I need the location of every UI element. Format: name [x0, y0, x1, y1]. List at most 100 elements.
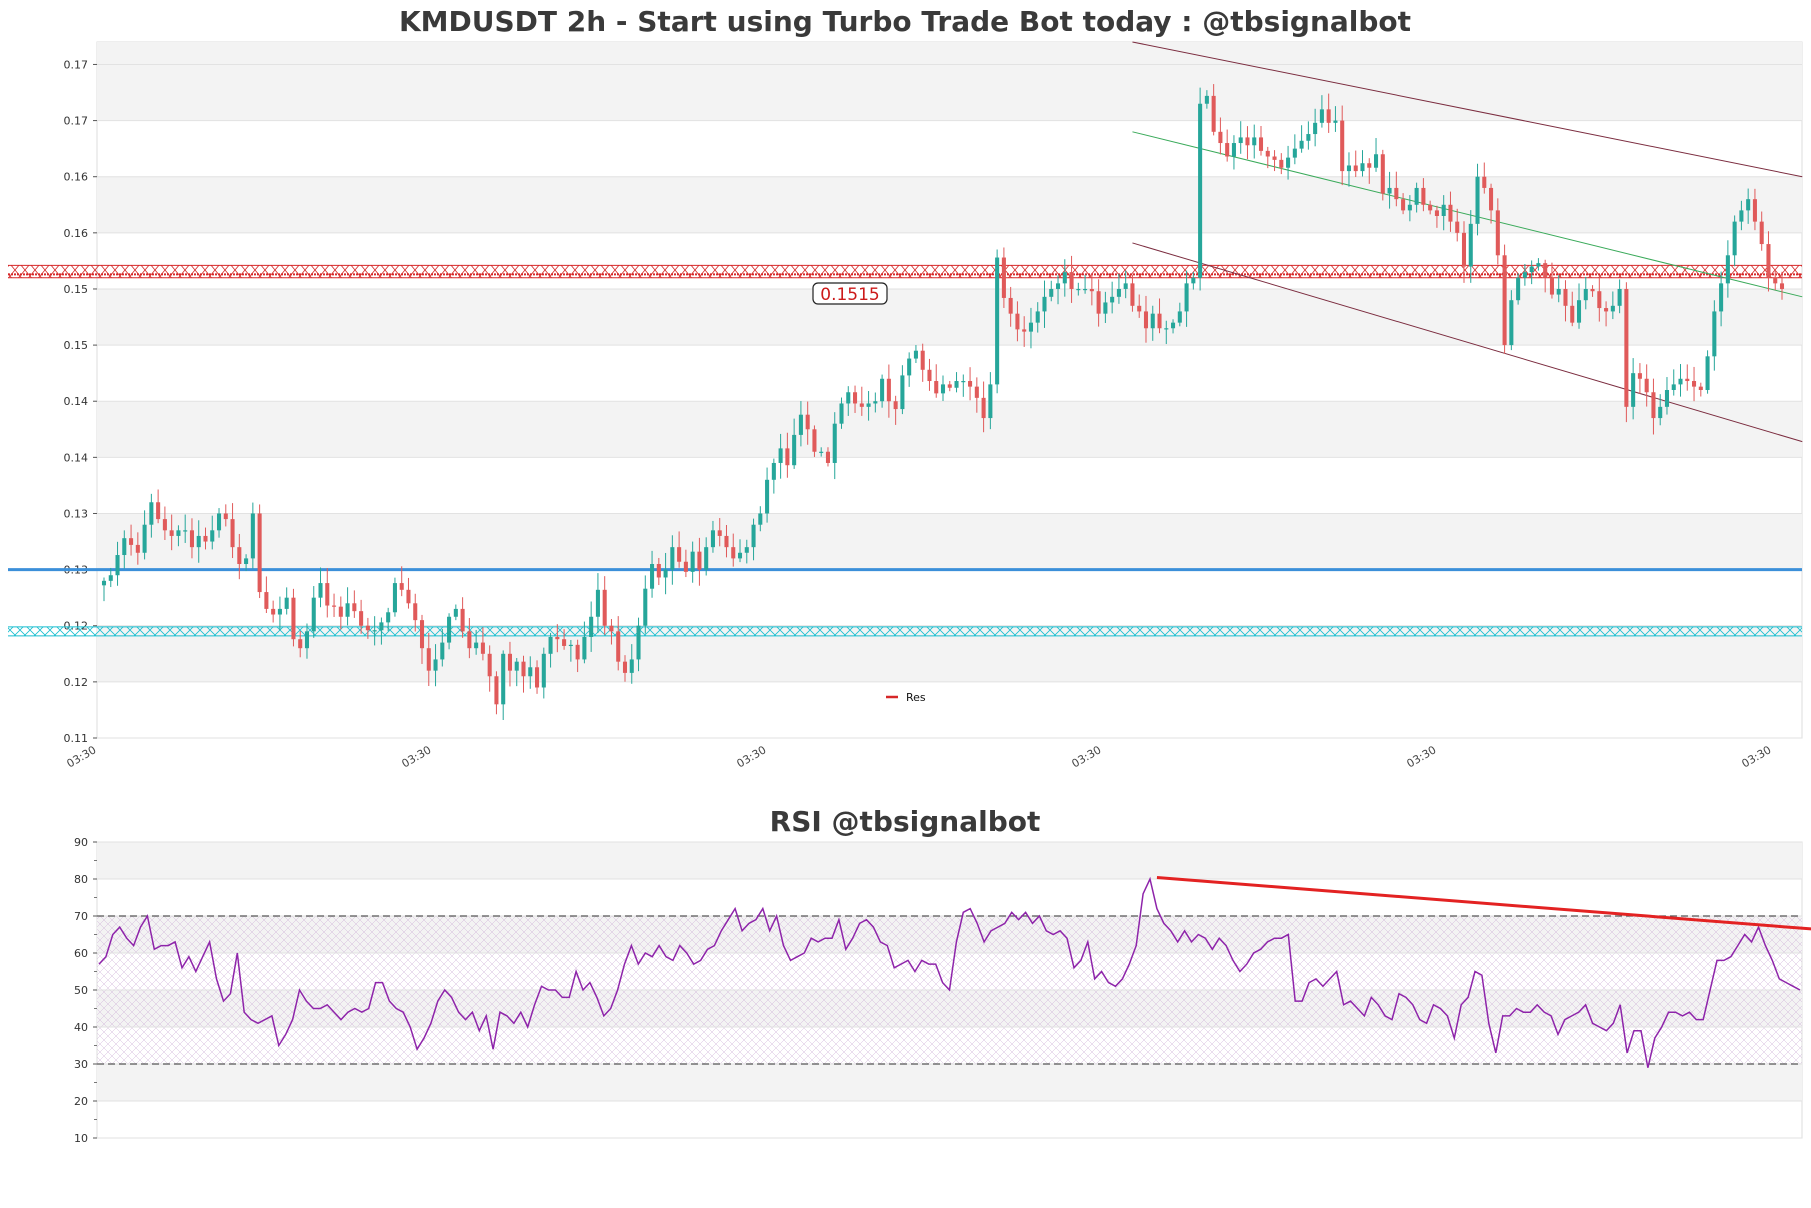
rsi-y-tick-label: 70 [74, 910, 88, 923]
price-y-tick-label: 0.11 [64, 732, 89, 745]
candle-body-up [311, 597, 316, 632]
candle-body-up [1739, 210, 1744, 222]
candle-body-up [1719, 283, 1724, 312]
candle-body-up [995, 257, 1000, 385]
rsi-y-tick-label: 30 [74, 1058, 88, 1071]
price-y-tick-label: 0.17 [64, 115, 89, 128]
candle-body-up [183, 530, 188, 532]
candle-body-up [453, 608, 458, 617]
price-levels [8, 264, 1802, 637]
price-y-tick-label: 0.14 [64, 395, 89, 408]
candle-body-up [392, 583, 397, 613]
candle-body-up [122, 538, 127, 556]
candle-body-up [1306, 134, 1311, 141]
price-y-tick-label: 0.16 [64, 227, 89, 240]
candle-body-up [386, 612, 391, 623]
candle-body-down [785, 448, 790, 466]
candle-body-down [521, 661, 526, 677]
rsi-y-tick-label: 20 [74, 1095, 88, 1108]
candle-body-up [710, 530, 715, 548]
candle-body-down [338, 606, 343, 617]
candle-body-up [954, 381, 959, 388]
candle-body-down [616, 631, 621, 662]
candle-body-up [940, 384, 946, 394]
candle-body-down [1428, 204, 1433, 211]
candle-body-down [271, 608, 276, 615]
candle-body-up [304, 631, 310, 649]
candle-body-up [1658, 406, 1663, 419]
candle-body-up [101, 580, 107, 586]
candle-body-up [1028, 322, 1033, 332]
price-band [97, 288, 1802, 346]
candle-body-down [555, 636, 560, 640]
candle-body-down [1455, 221, 1460, 233]
candle-body-up [318, 583, 323, 598]
candle-body-down [1069, 272, 1074, 289]
candle-body-down [1759, 221, 1764, 245]
candle-body-up [832, 423, 837, 463]
candle-body-up [1414, 187, 1419, 205]
candle-body-up [1468, 223, 1473, 267]
candle-body-up [589, 616, 594, 637]
trend-midline [1132, 131, 1803, 298]
candle-body-up [1231, 143, 1236, 157]
candle-body-up [1083, 288, 1088, 291]
candle-body-up [629, 659, 634, 673]
rsi-series-line [98, 876, 1801, 1068]
candle-body-down [1326, 109, 1331, 123]
candle-body-down [1225, 143, 1230, 157]
candle-body-up [568, 644, 573, 647]
candle-body-down [1549, 277, 1554, 295]
candle-body-down [413, 603, 418, 621]
candle-body-up [771, 462, 776, 480]
candle-body-up [582, 636, 587, 660]
rsi-y-tick-label: 10 [74, 1132, 88, 1145]
candle-body-up [765, 479, 770, 514]
candle-body-up [1583, 288, 1588, 301]
candle-body-up [913, 350, 918, 359]
candle-body-up [1374, 154, 1379, 168]
candle-body-down [189, 530, 194, 548]
candle-body-down [1380, 154, 1385, 194]
candle-body-up [250, 513, 255, 559]
candle-body-down [1258, 137, 1264, 151]
candle-body-down [562, 639, 567, 646]
candle-body-up [548, 636, 553, 654]
candle-body-up [1177, 311, 1182, 323]
candle-body-down [135, 544, 140, 553]
candle-body-up [670, 547, 675, 570]
candle-body-down [298, 639, 303, 649]
rsi-line-layer [98, 876, 1811, 1068]
candle-body-down [1644, 378, 1649, 393]
candle-body-down [1624, 288, 1629, 407]
candle-body-down [1245, 137, 1250, 146]
candle-body-up [1319, 109, 1324, 123]
candle-body-up [1191, 277, 1196, 284]
candle-body-down [156, 502, 161, 520]
candle-body-up [1042, 296, 1047, 312]
candle-body-up [1333, 120, 1338, 123]
candle-body-down [1137, 305, 1142, 312]
candle-body-up [1705, 356, 1710, 390]
price-x-tick-label: 03:30 [400, 743, 434, 770]
candle-body-down [1482, 176, 1487, 188]
candle-body-down [1096, 291, 1101, 314]
candle-body-down [1218, 131, 1223, 144]
candle-body-up [1536, 263, 1541, 267]
candle-body-up [1725, 255, 1730, 284]
candle-body-up [1407, 204, 1412, 211]
candle-body-up [1150, 313, 1155, 329]
candle-body-up [1576, 300, 1582, 323]
candle-body-down [1367, 163, 1372, 168]
candle-body-up [433, 659, 438, 671]
candle-body-up [1475, 176, 1480, 224]
candle-body-down [1489, 187, 1494, 211]
candle-body-down [1543, 263, 1548, 278]
rsi-y-tick-label: 50 [74, 984, 88, 997]
candle-body-down [1272, 156, 1277, 160]
candle-body-down [1692, 381, 1697, 387]
candle-body-up [108, 575, 113, 581]
candle-body-up [1522, 272, 1527, 278]
candle-body-up [1055, 283, 1061, 289]
candle-body-up [372, 630, 377, 632]
